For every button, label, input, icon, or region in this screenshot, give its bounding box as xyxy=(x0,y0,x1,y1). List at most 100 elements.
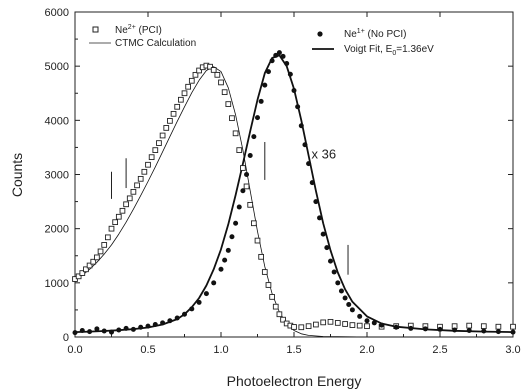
ne2-pci-point xyxy=(108,225,115,232)
x-axis: 0.0 0.5 1.0 1.5 2.0 2.5 3.0 xyxy=(67,12,521,356)
ne2-pci-point xyxy=(298,324,305,331)
legend-label-ctmc: CTMC Calculation xyxy=(115,38,196,49)
ne2-pci-point xyxy=(210,67,217,73)
ne1-nopci-point xyxy=(94,326,100,332)
ne2-pci-point xyxy=(214,71,221,78)
ne2-pci-point xyxy=(349,322,356,328)
ne2-pci-point xyxy=(94,254,100,261)
ne1-nopci-point xyxy=(101,328,107,334)
legend-label-ne1-nopci: Ne1+ (No PCI) xyxy=(344,28,406,40)
ne1-nopci-point xyxy=(218,266,224,272)
ne1-nopci-point xyxy=(276,50,282,56)
y-axis-label: Counts xyxy=(9,153,25,197)
ne2-pci-point xyxy=(240,165,246,171)
ne2-pci-point xyxy=(188,77,195,84)
y-tick-label: 4000 xyxy=(45,115,69,127)
plot-frame xyxy=(74,11,514,338)
ne2-pci-point xyxy=(148,154,155,161)
ne1-nopci-point xyxy=(328,258,333,264)
ne1-nopci-point xyxy=(240,188,246,194)
ne2-pci-point xyxy=(119,207,126,214)
ne2-pci-point xyxy=(134,182,140,189)
ne2-pci-point xyxy=(115,213,122,220)
ne1-nopci-point xyxy=(273,52,279,58)
ne2-pci-point xyxy=(221,89,228,96)
ne2-pci-point xyxy=(276,311,283,318)
ne1-nopci-point xyxy=(79,328,85,333)
ne2-pci-point xyxy=(83,266,89,273)
ne2-pci-point xyxy=(261,269,268,275)
ne2-pci-point xyxy=(167,118,173,124)
ne2-pci-point xyxy=(229,115,235,122)
ne1-nopci-point xyxy=(87,329,93,335)
ne1-nopci-point xyxy=(335,280,341,286)
ne1-nopci-point xyxy=(182,311,187,317)
ne2-pci-point xyxy=(480,323,487,330)
ne2-pci-point xyxy=(342,321,348,327)
ne2-pci-point xyxy=(320,319,327,326)
ne2-pci-point xyxy=(265,282,272,288)
ne1-nopci-point xyxy=(309,180,315,186)
y-tick-label: 6000 xyxy=(45,7,69,19)
ne2-pci-point xyxy=(466,322,473,329)
y-tick-label: 0 xyxy=(63,332,69,344)
ne1-nopci-point xyxy=(393,324,399,330)
legend-swatch-ne2-pci xyxy=(92,26,99,33)
ne2-pci-point xyxy=(170,110,177,117)
ne1-nopci-point xyxy=(116,327,122,333)
x-tick-label: 1.5 xyxy=(286,344,301,356)
ne2-pci-point xyxy=(254,237,261,244)
ne2-pci-point xyxy=(196,67,202,74)
ne1-nopci-point xyxy=(152,322,158,328)
y-axis: 0 1000 2000 3000 4000 5000 6000 xyxy=(45,7,513,344)
ne2-pci-point xyxy=(156,140,162,146)
ne2-pci-point xyxy=(258,253,265,260)
vertical-markers xyxy=(111,142,349,275)
annotation-x36: x 36 xyxy=(312,146,337,161)
legend-right: Ne1+ (No PCI) Voigt Fit, E0=1.36eV xyxy=(312,28,434,57)
ne1-nopci-point xyxy=(313,199,319,205)
ne1-nopci-point xyxy=(269,58,275,64)
ne2-pci-point xyxy=(334,320,341,326)
ne2-pci-point xyxy=(269,294,275,300)
ne1-nopci-point xyxy=(331,269,337,275)
ne2-pci-point xyxy=(364,323,370,330)
y-tick-label: 2000 xyxy=(45,224,69,236)
ne1-nopci-point xyxy=(258,98,264,104)
voigt-fit-line xyxy=(74,54,514,333)
ne2-pci-point xyxy=(225,101,232,107)
legend-label-voigt: Voigt Fit, E0=1.36eV xyxy=(344,44,434,57)
ctmc-calculation-line xyxy=(74,66,513,338)
ne2-pci-point xyxy=(181,90,188,97)
ne1-nopci-point xyxy=(466,328,472,333)
ne2-pci-point xyxy=(218,79,224,86)
ne1-nopci-point xyxy=(211,280,217,286)
ne1-nopci-point xyxy=(295,104,301,110)
ne1-nopci-point xyxy=(203,291,209,297)
legend-label-ne2-pci: Ne2+ (PCI) xyxy=(115,24,162,36)
legend-swatch-ne1-nopci xyxy=(317,31,323,37)
ne2-pci-point xyxy=(305,323,312,330)
ne1-nopci-point xyxy=(109,329,114,335)
ne1-nopci-point xyxy=(452,327,458,333)
ne1-nopci-point xyxy=(371,320,377,326)
ne1-nopci-point xyxy=(233,220,239,226)
ne2-pci-point xyxy=(174,103,181,110)
ne2-pci-point xyxy=(126,195,133,202)
ne1-nopci-point xyxy=(229,234,235,240)
ne1-nopci-point xyxy=(320,231,326,237)
ne1-nopci-point xyxy=(255,115,260,121)
ne1-nopci-point xyxy=(160,320,166,326)
ne1-nopci-point xyxy=(138,324,144,330)
ne1-nopci-point xyxy=(291,88,297,94)
ne1-nopci-point xyxy=(302,142,308,148)
ne1-nopci-point xyxy=(306,161,312,167)
ne1-nopci-point xyxy=(72,330,78,336)
ne2-pci-point xyxy=(192,71,199,78)
x-tick-label: 0.0 xyxy=(67,344,82,356)
ne2-pci-point xyxy=(159,132,166,139)
x-tick-label: 0.5 xyxy=(140,344,155,356)
ne2-pci-point xyxy=(250,220,257,227)
ne1-nopci-point xyxy=(422,326,428,332)
